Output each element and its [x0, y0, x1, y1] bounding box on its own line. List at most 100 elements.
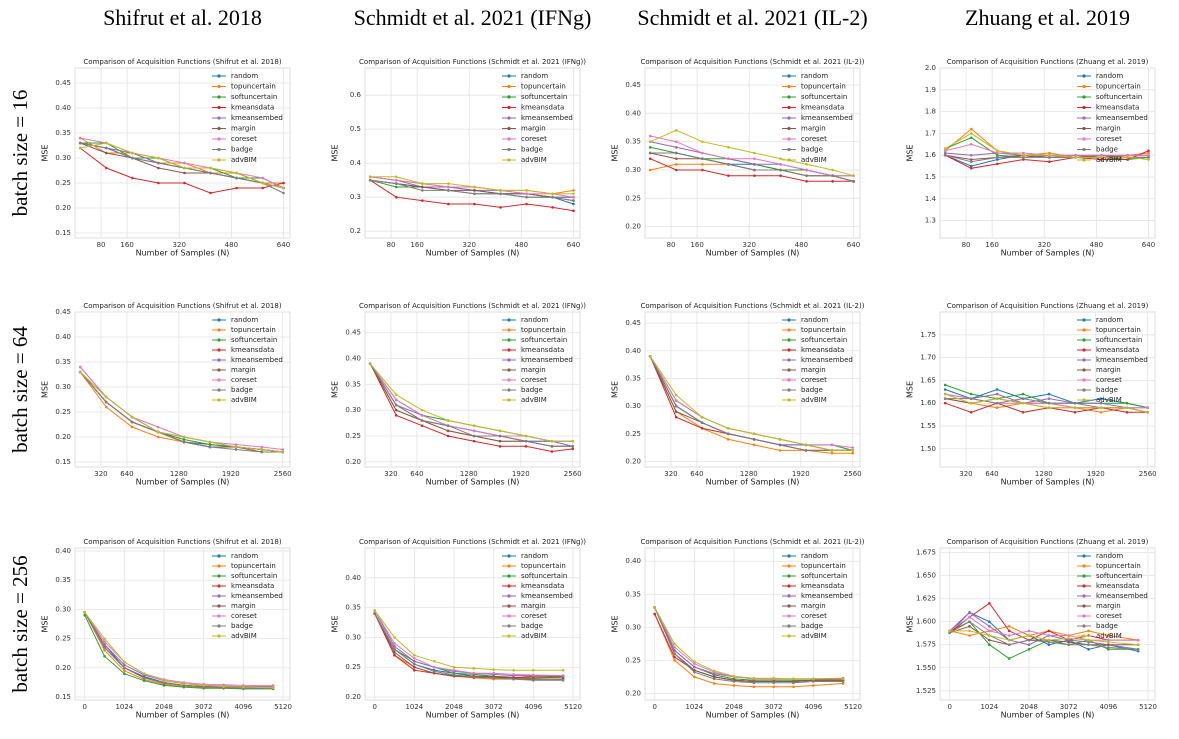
point — [104, 405, 108, 409]
x-axis-label: Number of Samples (N) — [706, 711, 800, 720]
legend-label: coreset — [521, 612, 547, 620]
point — [1107, 634, 1110, 637]
point — [805, 168, 808, 172]
legend-marker — [217, 594, 221, 598]
panel: Comparison of Acquisition Functions (Sch… — [611, 302, 865, 487]
point — [413, 668, 416, 672]
point — [571, 447, 574, 451]
x-axis-label: Number of Samples (N) — [1001, 478, 1095, 487]
point — [472, 429, 476, 433]
point — [995, 406, 999, 410]
point — [1007, 657, 1011, 660]
legend-marker — [787, 584, 791, 588]
point — [969, 166, 973, 170]
legend-label: badge — [231, 622, 253, 630]
legend-label: softuncertain — [231, 336, 277, 344]
y-tick-label: 0.40 — [345, 574, 361, 582]
legend-label: advBIM — [1096, 396, 1122, 404]
legend-label: kmeansdata — [231, 104, 274, 112]
x-axis-label: Number of Samples (N) — [136, 249, 230, 258]
point — [393, 653, 396, 657]
x-tick-label: 80 — [97, 241, 106, 249]
legend-marker — [787, 368, 791, 372]
plot-area — [74, 547, 291, 701]
point — [131, 176, 134, 180]
point — [183, 171, 186, 175]
point — [1007, 643, 1011, 647]
series-line — [949, 602, 1139, 641]
point — [368, 362, 372, 365]
legend-label: badge — [1096, 146, 1118, 154]
y-axis-label: MSE — [906, 381, 915, 398]
legend-label: coreset — [231, 135, 257, 143]
panel-title: Comparison of Acquisition Functions (Shi… — [83, 538, 281, 546]
legend-marker — [507, 624, 511, 628]
legend-marker — [217, 358, 221, 362]
point — [551, 192, 554, 196]
point — [78, 365, 82, 369]
point — [446, 419, 450, 422]
x-tick-label: 160 — [120, 241, 133, 249]
point — [1007, 625, 1011, 628]
point — [648, 140, 652, 143]
x-tick-label: 0 — [372, 703, 376, 711]
point — [499, 206, 502, 209]
point — [753, 151, 756, 155]
legend-label: badge — [231, 386, 253, 394]
point — [572, 202, 575, 206]
point — [1073, 410, 1077, 414]
legend-marker — [787, 84, 791, 89]
point — [498, 439, 502, 443]
point — [393, 642, 396, 645]
y-tick-label: 1.60 — [920, 399, 936, 407]
panel: Comparison of Acquisition Functions (Zhu… — [906, 58, 1156, 258]
point — [182, 440, 186, 444]
legend-label: kmeansdata — [521, 104, 564, 112]
y-tick-label: 1.4 — [925, 195, 937, 203]
legend-marker — [1082, 554, 1086, 558]
y-tick-label: 0.30 — [625, 402, 641, 410]
legend-label: coreset — [1096, 376, 1122, 384]
point — [561, 679, 565, 682]
point — [499, 192, 502, 196]
point — [988, 601, 991, 605]
panel-title: Comparison of Acquisition Functions (Shi… — [83, 302, 281, 310]
legend-marker — [507, 95, 511, 99]
plot-area — [644, 311, 861, 468]
point — [968, 611, 971, 614]
legend-marker — [787, 116, 791, 120]
legend-label: kmeansdata — [801, 346, 844, 354]
point — [727, 174, 730, 177]
legend-marker — [507, 378, 511, 382]
point — [852, 174, 855, 177]
point — [123, 663, 126, 667]
legend-label: softuncertain — [1096, 572, 1142, 580]
point — [752, 676, 756, 680]
point — [943, 149, 947, 153]
legend-marker — [787, 388, 791, 392]
point — [648, 151, 652, 155]
point — [103, 640, 106, 643]
point — [78, 370, 82, 374]
y-tick-label: 0.4 — [350, 159, 362, 167]
point — [260, 450, 264, 454]
point — [413, 653, 416, 657]
y-tick-label: 0.45 — [345, 329, 361, 337]
legend-marker — [787, 74, 791, 78]
legend-label: advBIM — [521, 396, 547, 404]
point — [1147, 151, 1150, 155]
point — [648, 168, 652, 172]
point — [700, 421, 704, 425]
series-line — [374, 613, 564, 681]
legend-label: softuncertain — [801, 336, 847, 344]
y-tick-label: 1.9 — [925, 86, 936, 94]
point — [142, 679, 146, 683]
series-line — [654, 607, 844, 684]
legend-label: kmeansembed — [1096, 114, 1148, 122]
plot-area — [939, 311, 1156, 468]
point — [421, 182, 424, 185]
point — [1027, 638, 1031, 642]
point — [498, 445, 502, 448]
point — [182, 682, 186, 685]
point — [1022, 158, 1025, 161]
